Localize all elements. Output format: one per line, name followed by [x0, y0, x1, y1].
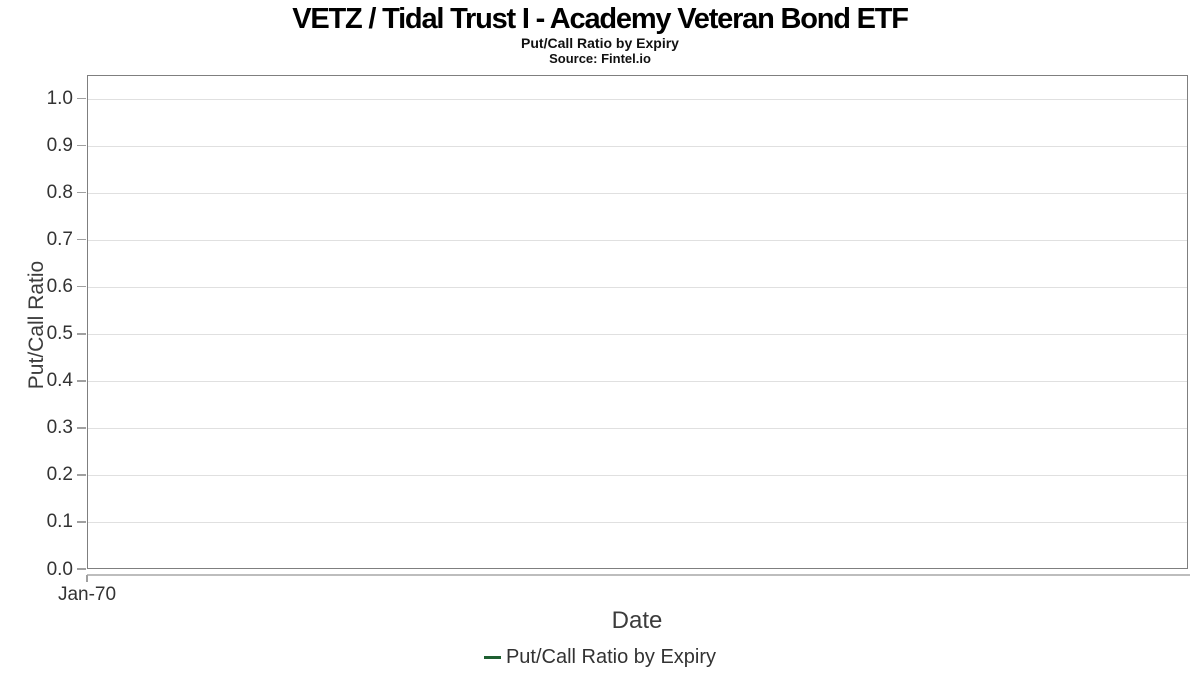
y-tick-mark-0.2 — [77, 474, 86, 476]
y-tick-label-0.4: 0.4 — [46, 370, 73, 392]
gridline-y-0.6 — [88, 287, 1187, 289]
gridline-y-0.4 — [88, 381, 1187, 383]
y-tick-label-0.8: 0.8 — [46, 182, 73, 204]
y-tick-mark-0.9 — [77, 144, 86, 147]
y-tick-mark-0.0 — [77, 568, 86, 570]
chart-source: Source: Fintel.io — [549, 51, 651, 66]
gridline-y-0.9 — [88, 146, 1187, 148]
y-tick-label-0.0: 0.0 — [46, 558, 73, 580]
gridline-y-0.8 — [88, 193, 1187, 195]
y-tick-label-0.5: 0.5 — [46, 323, 73, 345]
y-tick-mark-0.8 — [77, 191, 86, 194]
legend-line-marker — [483, 655, 501, 659]
gridline-y-0.3 — [88, 428, 1187, 430]
plot-area — [87, 75, 1188, 569]
legend: Put/Call Ratio by Expiry — [0, 645, 1200, 669]
gridline-y-0.1 — [88, 522, 1187, 524]
y-tick-mark-0.1 — [77, 521, 86, 523]
y-tick-mark-1.0 — [77, 97, 86, 100]
gridline-y-0.5 — [88, 334, 1187, 336]
gridline-y-1.0 — [88, 99, 1187, 101]
y-tick-mark-0.6 — [77, 285, 86, 288]
chart-subtitle: Put/Call Ratio by Expiry — [521, 35, 679, 51]
y-tick-label-0.7: 0.7 — [46, 229, 73, 251]
y-tick-mark-0.4 — [77, 380, 86, 382]
y-tick-mark-0.3 — [77, 427, 86, 429]
y-tick-label-0.2: 0.2 — [46, 464, 73, 486]
chart-title: VETZ / Tidal Trust I - Academy Veteran B… — [292, 3, 909, 35]
x-tick-mark — [86, 575, 88, 582]
y-tick-mark-0.5 — [77, 333, 86, 335]
y-tick-label-1.0: 1.0 — [46, 88, 73, 110]
x-tick-label: Jan-70 — [57, 584, 117, 605]
gridline-y-0.7 — [88, 240, 1187, 242]
y-tick-label-0.9: 0.9 — [46, 135, 73, 157]
y-tick-mark-0.7 — [77, 238, 86, 241]
y-tick-label-0.6: 0.6 — [46, 276, 73, 298]
y-tick-label-0.3: 0.3 — [46, 417, 73, 439]
y-tick-label-0.1: 0.1 — [46, 511, 73, 533]
gridline-y-0.2 — [88, 475, 1187, 477]
legend-label: Put/Call Ratio by Expiry — [505, 646, 717, 668]
x-axis-label: Date — [611, 607, 663, 634]
x-axis-line — [87, 574, 1190, 576]
